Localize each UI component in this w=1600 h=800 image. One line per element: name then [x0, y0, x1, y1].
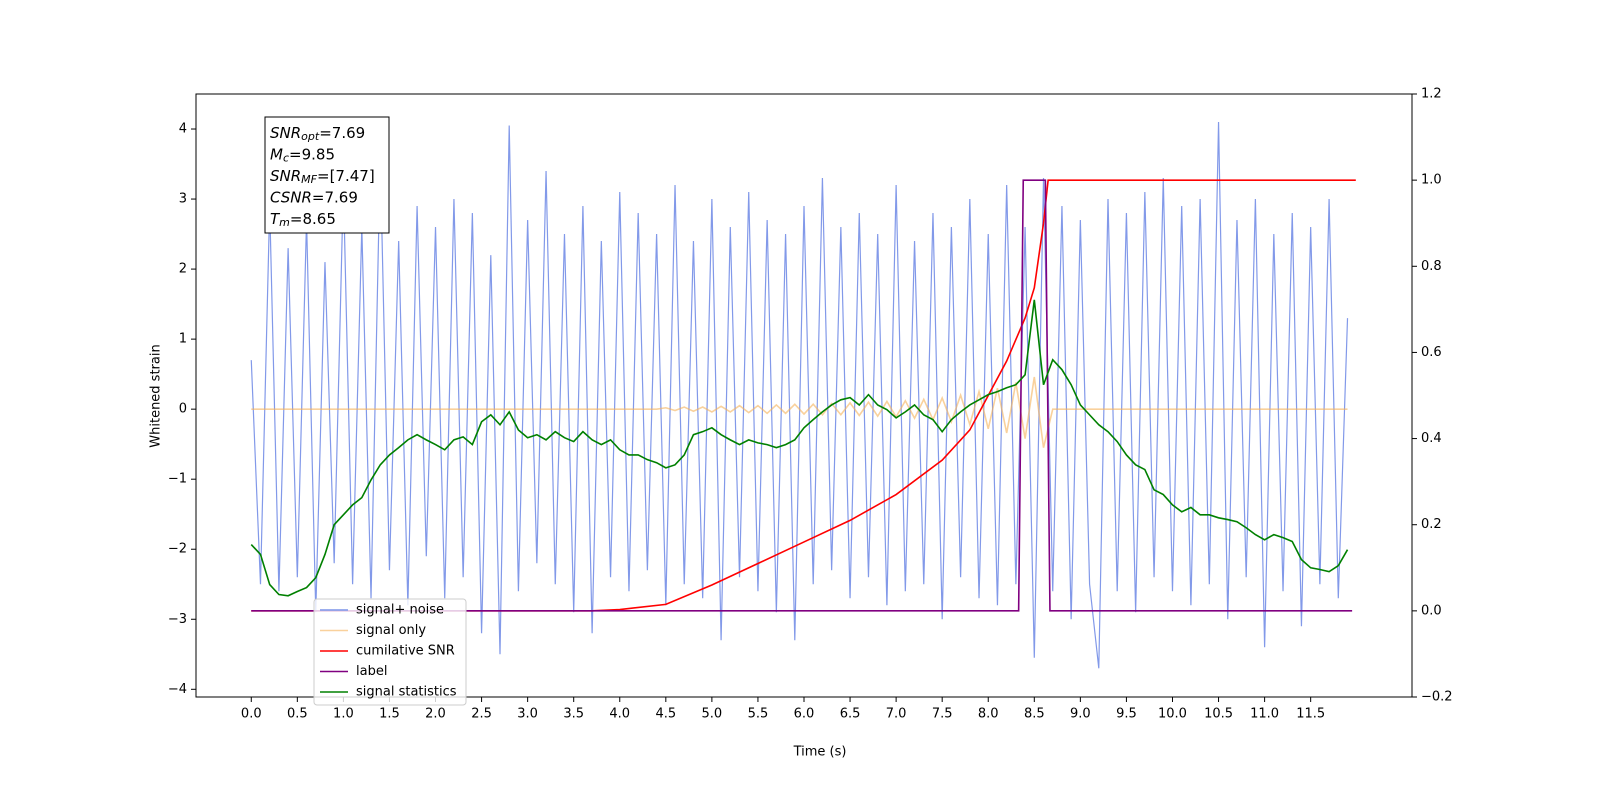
annotation: Tm=8.65 — [270, 210, 336, 230]
legend-label: label — [356, 664, 387, 679]
y-tick-label: −4 — [168, 682, 187, 697]
annotation-subscript: m — [279, 216, 290, 229]
x-tick-label: 2.5 — [471, 707, 492, 722]
y2-tick-label: 1.2 — [1421, 87, 1442, 102]
annotation: SNRMF=[7.47] — [270, 167, 375, 187]
x-tick-label: 6.0 — [794, 707, 815, 722]
series-line — [250, 299, 1349, 597]
annotation: CSNR=7.69 — [270, 188, 358, 206]
annotation: SNRopt=7.69 — [270, 124, 365, 144]
x-tick-label: 6.5 — [840, 707, 861, 722]
y-tick-label: −3 — [168, 612, 187, 627]
y2-tick-label: −0.2 — [1421, 690, 1453, 705]
annotation-value: =7.69 — [319, 124, 365, 142]
annotation-symbol: SNR — [270, 124, 301, 142]
x-tick-label: 2.0 — [425, 707, 446, 722]
y-tick-label: 3 — [179, 192, 187, 207]
y2-tick-label: 0.6 — [1421, 345, 1442, 360]
annotation: Mc=9.85 — [270, 145, 335, 165]
annotation-symbol: T — [270, 210, 281, 228]
annotation-subscript: opt — [301, 130, 320, 143]
x-tick-label: 7.5 — [932, 707, 953, 722]
y2-tick-label: 0.0 — [1421, 603, 1442, 618]
x-tick-label: 8.0 — [978, 707, 999, 722]
annotation-value: =8.65 — [290, 210, 336, 228]
series-line — [251, 376, 1348, 448]
series-line — [250, 121, 1349, 669]
x-axis-label: Time (s) — [793, 745, 847, 760]
y-tick-label: −1 — [168, 472, 187, 487]
y2-tick-label: 0.2 — [1421, 517, 1442, 532]
annotation-box — [264, 116, 390, 234]
x-tick-label: 11.0 — [1250, 707, 1279, 722]
y-tick-label: −2 — [168, 542, 187, 557]
annotation-value: =9.85 — [289, 145, 335, 163]
x-tick-label: 4.0 — [609, 707, 630, 722]
x-tick-label: 3.5 — [563, 707, 584, 722]
annotation-symbol: CSNR — [270, 188, 312, 206]
x-tick-label: 7.0 — [886, 707, 907, 722]
annotation-subscript: MF — [301, 173, 317, 186]
series-line — [251, 179, 1356, 612]
x-tick-label: 1.0 — [333, 707, 354, 722]
x-tick-label: 5.5 — [748, 707, 769, 722]
y-axis-label: Whitened strain — [149, 344, 164, 447]
x-tick-label: 4.5 — [655, 707, 676, 722]
legend-label: cumilative SNR — [356, 644, 455, 659]
x-tick-label: 3.0 — [517, 707, 538, 722]
y-tick-label: 2 — [179, 262, 187, 277]
series-line — [251, 179, 1353, 612]
legend-box — [313, 598, 467, 706]
x-tick-label: 5.0 — [702, 707, 723, 722]
annotation-value: =7.69 — [312, 188, 358, 206]
y2-tick-label: 0.8 — [1421, 259, 1442, 274]
legend-label: signal statistics — [356, 685, 457, 700]
x-tick-label: 0.0 — [241, 707, 262, 722]
annotation-symbol: SNR — [270, 167, 301, 185]
x-tick-label: 0.5 — [287, 707, 308, 722]
y2-tick-label: 0.4 — [1421, 431, 1442, 446]
x-tick-label: 11.5 — [1296, 707, 1325, 722]
x-tick-label: 9.0 — [1070, 707, 1091, 722]
legend-label: signal+ noise — [356, 603, 444, 618]
y-tick-label: 0 — [179, 402, 187, 417]
legend-label: signal only — [356, 623, 426, 638]
annotation-subscript: c — [283, 152, 289, 165]
y-tick-label: 4 — [179, 122, 187, 137]
x-tick-label: 10.0 — [1158, 707, 1187, 722]
annotation-symbol: M — [270, 145, 283, 163]
y-tick-label: 1 — [179, 332, 187, 347]
x-tick-label: 10.5 — [1204, 707, 1233, 722]
x-tick-label: 1.5 — [379, 707, 400, 722]
annotation-value: =[7.47] — [317, 167, 375, 185]
y2-tick-label: 1.0 — [1421, 173, 1442, 188]
x-tick-label: 9.5 — [1116, 707, 1137, 722]
x-tick-label: 8.5 — [1024, 707, 1045, 722]
